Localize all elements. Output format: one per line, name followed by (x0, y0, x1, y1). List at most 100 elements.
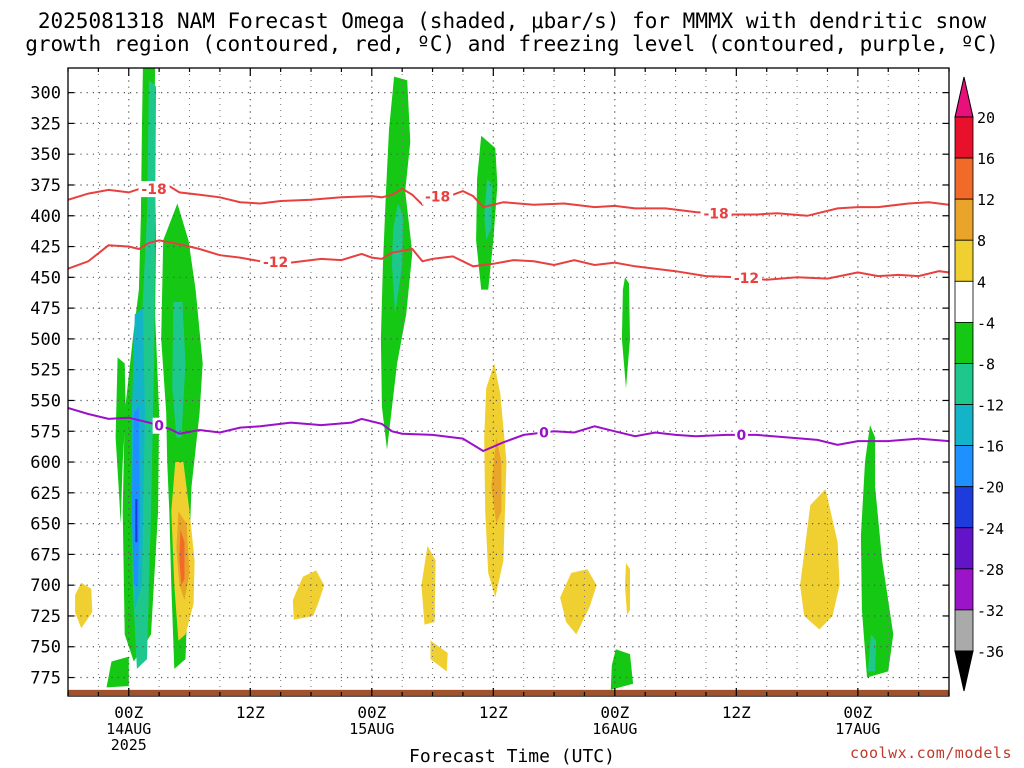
omega-region-neg20-0 (135, 499, 138, 543)
y-tick-label-775: 775 (30, 669, 61, 689)
contour-label-0: -18 (141, 182, 166, 198)
contour-label-bg (152, 417, 166, 434)
y-tick-label-675: 675 (30, 545, 61, 565)
y-tick-label-325: 325 (30, 114, 61, 134)
y-tick-label-350: 350 (30, 145, 61, 165)
colorbar: 20 16 12 8 4 -4 -8 -12 -16 -20 -24 -28 -32 -36 (954, 76, 1004, 692)
omega-region-neg8-2 (392, 203, 404, 315)
grid-lines (67, 68, 950, 696)
colorbar-label-13: -36 (977, 643, 1004, 661)
y-tick-label-625: 625 (30, 484, 61, 504)
colorbar-swatch-5 (954, 321, 974, 364)
contour-label-bg (537, 424, 551, 441)
y-tick-label-400: 400 (30, 207, 61, 227)
omega-region-neg4-5 (621, 277, 630, 389)
omega-region-neg4-7 (860, 425, 894, 678)
omega-region-4-4 (430, 640, 448, 672)
colorbar-swatch-6 (954, 363, 974, 405)
colorbar-swatch-1 (954, 157, 974, 200)
x-tick-label-48-0: 00Z (600, 703, 629, 722)
x-tick-label-24-0: 00Z (357, 703, 386, 722)
contour-line-1 (68, 239, 949, 281)
colorbar-label-8: -16 (977, 438, 1004, 456)
colorbar-swatch-9 (954, 486, 974, 529)
contour-label-1: -12 (263, 255, 288, 271)
omega-region-4-8 (800, 489, 840, 630)
omega-region-neg8-4 (868, 634, 877, 672)
colorbar-label-0: 20 (977, 109, 995, 127)
y-tick-label-750: 750 (30, 638, 61, 658)
colorbar-bottom-arrow (954, 650, 974, 692)
colorbar-label-9: -20 (977, 479, 1004, 497)
colorbar-swatch-0 (954, 116, 974, 159)
chart-title-line2: growth region (contoured, red, ºC) and f… (25, 32, 999, 56)
x-tick-label-72-0: 00Z (843, 703, 872, 722)
y-axis: 300 325 350 375 400 425 450 475 500 525 550 575 600 6… (30, 84, 949, 689)
y-tick-label-725: 725 (30, 607, 61, 627)
omega-region-neg4-2 (161, 203, 203, 669)
omega-region-4-7 (625, 563, 630, 615)
colorbar-label-2: 12 (977, 191, 995, 209)
colorbar-label-7: -12 (977, 397, 1004, 415)
terrain-band (68, 689, 949, 695)
colorbar-label-10: -24 (977, 520, 1004, 538)
colorbar-swatch-8 (954, 445, 974, 488)
y-tick-label-425: 425 (30, 238, 61, 258)
omega-region-4-6 (560, 569, 597, 635)
omega-region-neg8-1 (172, 302, 186, 438)
contour-label-bg (260, 253, 292, 270)
colorbar-swatch-4 (954, 280, 974, 323)
omega-region-neg4-8 (106, 656, 129, 688)
x-tick-label-0-1: 14AUG (106, 720, 151, 738)
y-tick-label-450: 450 (30, 268, 61, 288)
colorbar-swatch-10 (954, 527, 974, 570)
omega-region-4-2 (292, 570, 325, 620)
contour-label-2: 0 (154, 419, 164, 435)
omega-region-12-0 (179, 529, 185, 586)
x-tick-label-60-0: 12Z (722, 703, 751, 722)
contour-line-2 (68, 406, 949, 453)
temperature-contours: -18 -12 0 -18 -18 -12 0 0 (68, 181, 949, 453)
omega-region-neg4-1 (115, 357, 126, 524)
y-tick-label-700: 700 (30, 576, 61, 596)
contour-label-bg (138, 181, 170, 198)
contour-line-0 (68, 185, 949, 217)
x-tick-label-72-1: 17AUG (835, 720, 880, 738)
colorbar-swatch-11 (954, 568, 974, 611)
omega-region-neg4-6 (610, 649, 634, 690)
y-tick-label-475: 475 (30, 299, 61, 319)
colorbar-label-12: -32 (977, 602, 1004, 620)
contour-label-repeat-0: -18 (425, 190, 450, 206)
site-credit[interactable]: coolwx.com/models (849, 744, 1012, 762)
colorbar-label-4: 4 (977, 273, 986, 291)
y-tick-label-550: 550 (30, 391, 61, 411)
colorbar-swatch-2 (954, 198, 974, 241)
x-axis-title: Forecast Time (UTC) (409, 746, 615, 767)
omega-shading (75, 68, 894, 690)
x-tick-label-0-2: 2025 (111, 736, 147, 754)
omega-region-neg16-0 (131, 406, 140, 586)
y-tick-label-575: 575 (30, 422, 61, 442)
x-tick-label-48-1: 16AUG (592, 720, 637, 738)
x-tick-label-0-0: 00Z (114, 703, 143, 722)
colorbar-label-11: -28 (977, 561, 1004, 579)
contour-label-repeat-3: 0 (737, 428, 747, 444)
colorbar-label-1: 16 (977, 150, 995, 168)
omega-region-4-1 (75, 582, 93, 629)
colorbar-label-6: -8 (977, 355, 995, 373)
contour-label-repeat-1: -18 (703, 207, 728, 223)
y-tick-label-600: 600 (30, 453, 61, 473)
y-tick-label-375: 375 (30, 176, 61, 196)
colorbar-swatch-12 (954, 609, 974, 652)
contour-label-bg (700, 205, 732, 222)
colorbar-swatch-3 (954, 239, 974, 282)
colorbar-label-3: 8 (977, 232, 986, 250)
contour-label-bg (734, 426, 748, 443)
colorbar-swatch-7 (954, 404, 974, 447)
colorbar-top-arrow (954, 76, 974, 118)
omega-region-neg8-3 (484, 178, 493, 241)
y-tick-label-650: 650 (30, 515, 61, 535)
x-tick-label-36-0: 12Z (479, 703, 508, 722)
